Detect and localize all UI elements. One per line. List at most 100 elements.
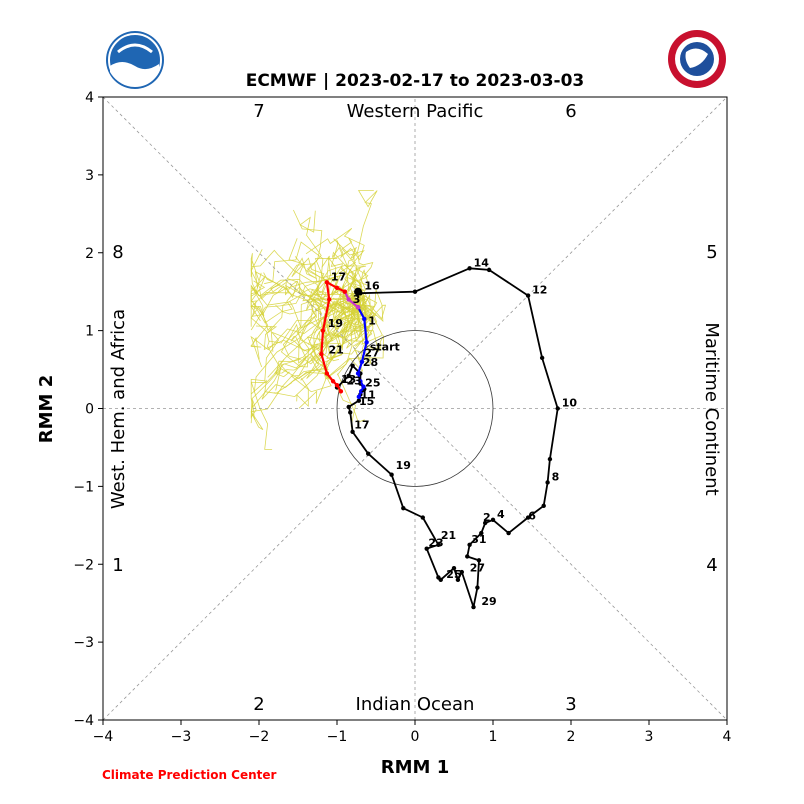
ensemble-member xyxy=(273,289,384,398)
data-point xyxy=(346,404,351,410)
ensemble-member xyxy=(275,294,378,364)
data-point xyxy=(525,515,531,520)
data-point xyxy=(355,371,361,376)
ensemble-member xyxy=(296,305,378,408)
ensemble-member xyxy=(288,238,363,312)
data-point xyxy=(525,293,531,298)
day-label: 4 xyxy=(497,508,505,521)
data-point xyxy=(455,577,461,583)
data-point xyxy=(320,328,326,333)
ensemble-member xyxy=(250,249,361,316)
data-point xyxy=(465,554,470,559)
data-point xyxy=(362,316,367,322)
data-point xyxy=(338,389,344,394)
data-point xyxy=(327,297,332,302)
day-label: 10 xyxy=(562,397,578,410)
day-label: 8 xyxy=(552,470,560,483)
data-point xyxy=(459,569,464,575)
data-point xyxy=(334,285,340,290)
data-point xyxy=(355,305,361,310)
y-tick-label: 2 xyxy=(85,246,94,262)
day-labels: 161412108642312927252321191715131start27… xyxy=(328,256,578,608)
x-tick-label: −1 xyxy=(327,729,348,745)
day-label: 23 xyxy=(428,537,443,550)
y-tick-label: −2 xyxy=(73,557,94,573)
day-label: 19 xyxy=(328,317,343,330)
region-right: Maritime Continent xyxy=(701,322,722,495)
y-tick-label: −1 xyxy=(73,479,94,495)
start-marker xyxy=(354,287,363,296)
phase-6-label: 6 xyxy=(565,101,576,122)
day-label: 6 xyxy=(528,509,536,522)
data-point xyxy=(366,451,371,456)
ensemble-member xyxy=(305,227,365,306)
ensemble-member xyxy=(291,256,361,306)
region-top: Western Pacific xyxy=(347,101,484,122)
data-point xyxy=(424,546,429,551)
data-point xyxy=(330,379,336,384)
data-point xyxy=(358,379,363,384)
x-tick-label: −3 xyxy=(171,729,192,745)
day-label: 21 xyxy=(441,529,456,542)
day-label: 21 xyxy=(329,344,344,357)
data-point xyxy=(389,472,394,477)
day-label: 3 xyxy=(353,293,361,306)
y-tick-label: 1 xyxy=(85,324,94,340)
day-label: 31 xyxy=(471,533,486,546)
chart-title: ECMWF | 2023-02-17 to 2023-03-03 xyxy=(246,71,585,91)
ensemble-member xyxy=(254,263,365,310)
unit-circle xyxy=(336,330,494,487)
data-point xyxy=(436,542,441,547)
day-label: 27 xyxy=(470,562,485,575)
data-point xyxy=(348,410,353,415)
data-point xyxy=(539,355,545,361)
region-bottom: Indian Ocean xyxy=(356,694,475,715)
day-label: 2 xyxy=(483,511,491,524)
data-point xyxy=(412,289,418,294)
data-point xyxy=(359,359,365,364)
day-label: 16 xyxy=(364,280,380,293)
data-point xyxy=(319,351,324,357)
ensemble-member xyxy=(275,297,357,391)
ensemble-member xyxy=(313,284,371,314)
data-point xyxy=(483,520,488,526)
day-label: 25 xyxy=(446,568,461,581)
day-label: 13 xyxy=(341,373,356,386)
data-point xyxy=(334,382,340,388)
x-tick-label: −4 xyxy=(93,729,114,745)
day-label: 15 xyxy=(359,395,374,408)
day-label: start xyxy=(370,340,400,353)
data-point xyxy=(467,266,472,271)
data-point xyxy=(350,429,355,435)
series-line-week3 xyxy=(320,281,346,392)
forecast-series xyxy=(319,266,560,610)
data-point xyxy=(342,289,347,294)
day-label: 28 xyxy=(363,356,378,369)
data-point xyxy=(436,575,441,580)
day-label: 29 xyxy=(481,595,496,608)
day-label: 27 xyxy=(364,347,379,360)
day-label: 14 xyxy=(474,256,490,269)
data-point xyxy=(346,297,351,302)
phase-1-label: 1 xyxy=(112,555,123,576)
ensemble-member xyxy=(357,190,378,313)
region-left: West. Hem. and Africa xyxy=(108,309,129,509)
day-label: 1 xyxy=(368,315,376,328)
phase-2-label: 2 xyxy=(253,694,264,715)
data-point xyxy=(350,363,355,368)
data-point xyxy=(541,503,546,509)
ensemble-member xyxy=(250,272,359,324)
data-point xyxy=(479,530,484,536)
y-tick-label: 4 xyxy=(85,90,94,106)
y-axis-label: RMM 2 xyxy=(36,375,57,443)
data-point xyxy=(451,565,457,571)
data-point xyxy=(476,558,482,563)
credit-text: Climate Prediction Center xyxy=(102,768,277,782)
data-point xyxy=(324,371,330,376)
x-axis-label: RMM 1 xyxy=(381,757,449,778)
ensemble-member xyxy=(299,210,365,324)
x-tick-label: 0 xyxy=(411,729,420,745)
day-label: 19 xyxy=(396,459,411,472)
data-point xyxy=(545,480,550,485)
